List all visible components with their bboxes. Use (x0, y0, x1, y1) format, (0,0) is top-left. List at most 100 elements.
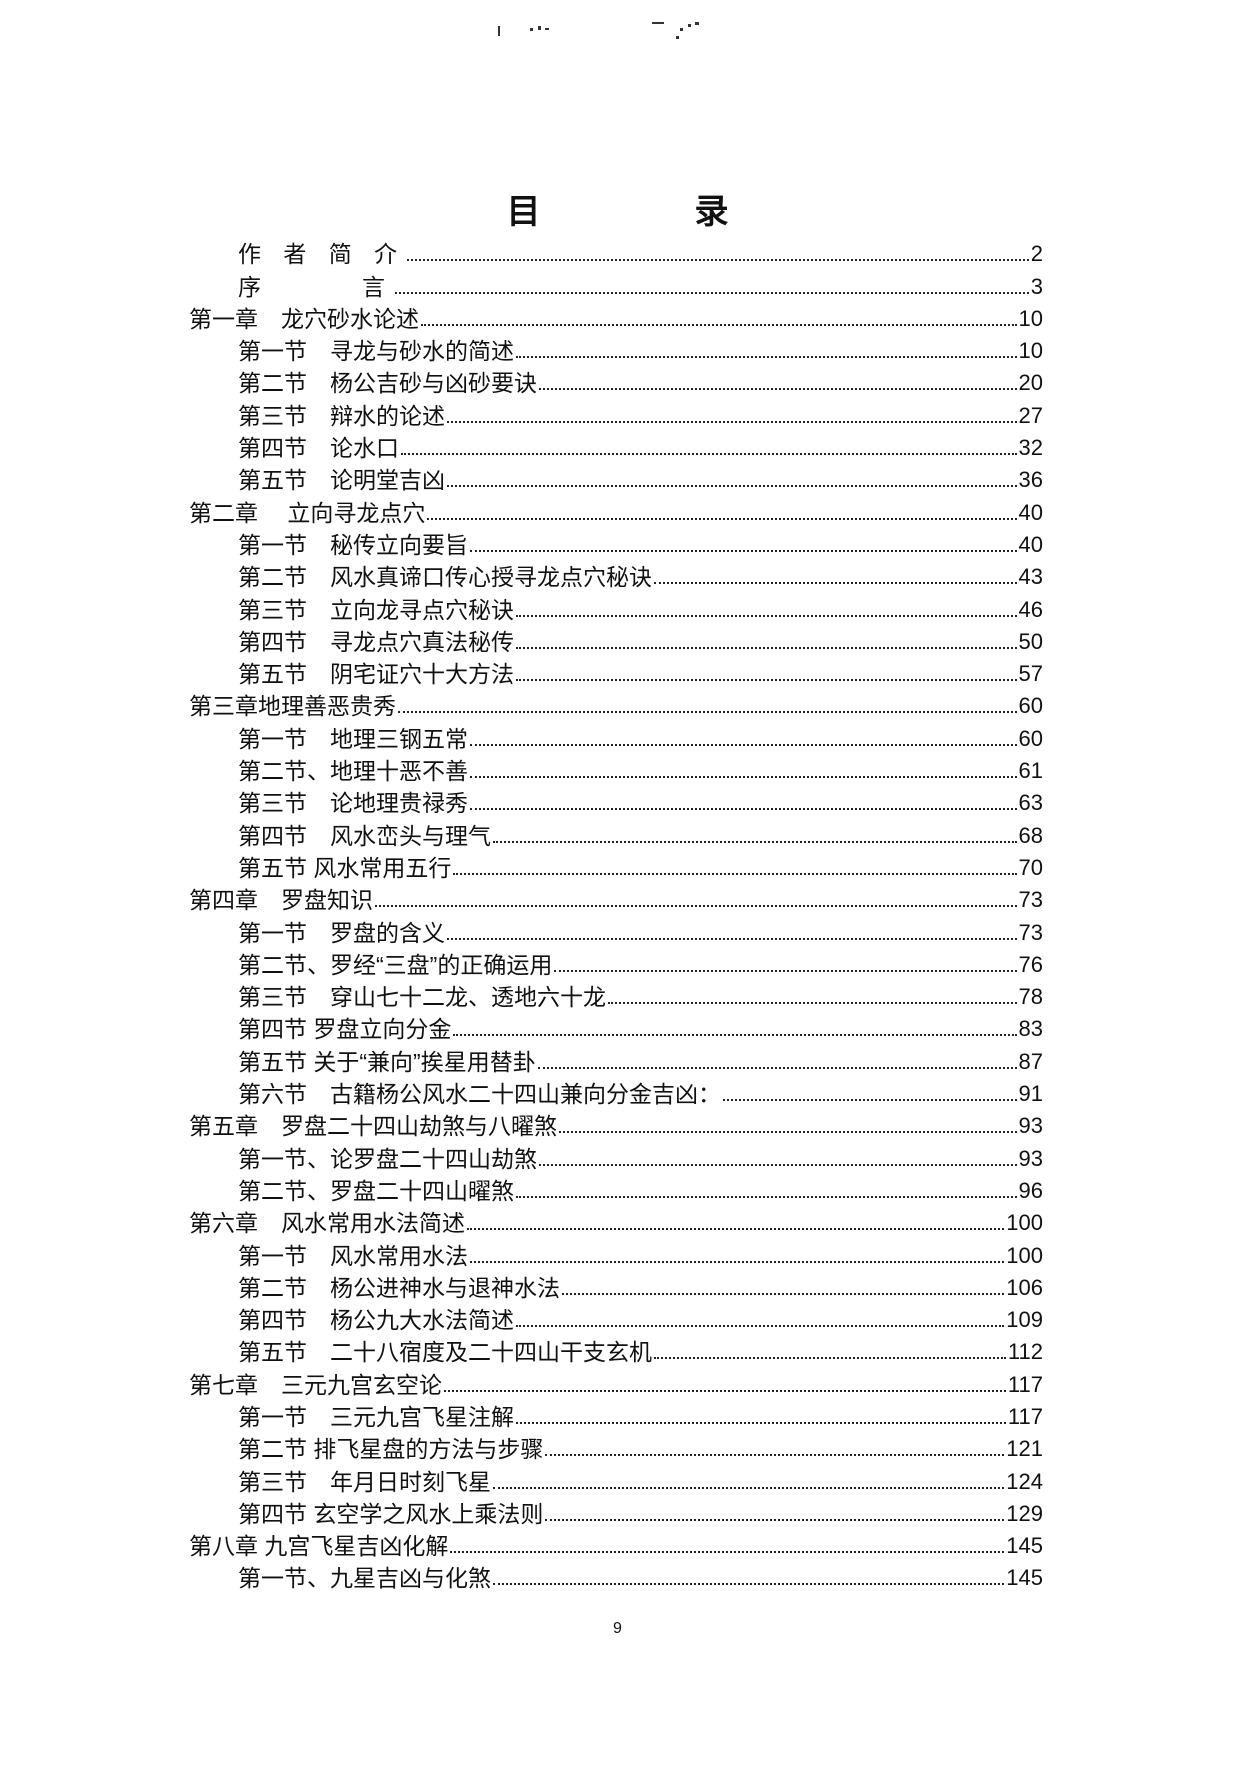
toc-section-entry: 第二节、地理十恶不善 61 (189, 755, 1043, 787)
toc-entry-page: 121 (1006, 1436, 1043, 1462)
toc-entry-page: 50 (1018, 628, 1043, 654)
toc-entry-label: 第三节 立向龙寻点穴秘诀 (238, 596, 514, 623)
toc-entry-label: 第五节 论明堂吉凶 (238, 467, 445, 494)
toc-entry-page: 91 (1018, 1081, 1043, 1107)
toc-entry-label: 第一节 三元九宫飞星注解 (238, 1403, 514, 1430)
toc-section-entry: 第二节、罗盘二十四山曜煞 96 (189, 1175, 1043, 1207)
table-of-contents: 作 者 简 介 2 序 言 3 第一章 龙穴砂水论述 10 第一节 寻龙与砂水的简述 10 第二… (189, 238, 1043, 1594)
toc-entry-label: 第一节 风水常用水法 (238, 1242, 468, 1269)
dot-leader (450, 1551, 1005, 1554)
toc-chapter-entry: 第四章 罗盘知识 73 (189, 884, 1043, 916)
toc-entry-label: 第三章地理善恶贵秀 (189, 693, 396, 720)
dot-leader (537, 1066, 1017, 1069)
toc-entry-label: 第二节、罗盘二十四山曜煞 (238, 1177, 514, 1204)
toc-entry-label: 第一节、九星吉凶与化煞 (238, 1565, 491, 1592)
toc-section-entry: 第一节 风水常用水法 100 (189, 1239, 1043, 1271)
toc-entry-label: 第一章 龙穴砂水论述 (189, 305, 419, 332)
toc-entry-label: 第四节 风水峦头与理气 (238, 822, 491, 849)
toc-entry-page: 100 (1006, 1210, 1043, 1236)
toc-entry-label: 第二节 杨公吉砂与凶砂要诀 (238, 370, 537, 397)
toc-entry-page: 43 (1018, 564, 1043, 590)
toc-section-entry: 第三节 立向龙寻点穴秘诀 46 (189, 593, 1043, 625)
dot-leader (398, 711, 1017, 714)
toc-entry-label: 第五章 罗盘二十四山劫煞与八曜煞 (189, 1113, 557, 1140)
toc-section-entry: 第四节 寻龙点穴真法秘传 50 (189, 626, 1043, 658)
dot-leader (545, 1454, 1005, 1457)
toc-entry-page: 61 (1018, 758, 1043, 784)
toc-section-entry: 第四节 玄空学之风水上乘法则 129 (189, 1498, 1043, 1530)
dot-leader (654, 1357, 1006, 1360)
toc-chapter-entry: 第五章 罗盘二十四山劫煞与八曜煞 93 (189, 1110, 1043, 1142)
toc-entry-label: 第四节 玄空学之风水上乘法则 (238, 1500, 544, 1527)
toc-entry-page: 2 (1030, 241, 1043, 267)
toc-entry-label: 第二节 风水真谛口传心授寻龙点穴秘诀 (238, 564, 652, 591)
toc-section-entry: 第三节 穿山七十二龙、透地六十龙 78 (189, 981, 1043, 1013)
toc-entry-label: 第二节 排飞星盘的方法与步骤 (238, 1436, 544, 1463)
toc-entry-page: 100 (1006, 1242, 1043, 1268)
dot-leader (516, 614, 1017, 617)
toc-entry-page: 3 (1030, 273, 1043, 299)
toc-entry-label: 第五节 关于“兼向”挨星用替卦 (238, 1048, 536, 1075)
dot-leader (470, 743, 1017, 746)
toc-section-entry: 第五节 关于“兼向”挨星用替卦 87 (189, 1045, 1043, 1077)
toc-entry-page: 76 (1018, 951, 1043, 977)
toc-entry-page: 96 (1018, 1177, 1043, 1203)
toc-entry-label: 第五节 阴宅证穴十大方法 (238, 661, 514, 688)
toc-section-entry: 第三节 论地理贵禄秀 63 (189, 787, 1043, 819)
dot-leader (447, 420, 1017, 423)
dot-leader (421, 323, 1017, 326)
toc-entry-page: 124 (1006, 1468, 1043, 1494)
toc-section-entry: 第二节 风水真谛口传心授寻龙点穴秘诀 43 (189, 561, 1043, 593)
dot-leader (467, 1228, 1005, 1231)
toc-entry-page: 60 (1018, 693, 1043, 719)
toc-section-entry: 第四节 论水口 32 (189, 432, 1043, 464)
toc-entry-page: 73 (1018, 887, 1043, 913)
toc-entry-label: 第八章 九宫飞星吉凶化解 (189, 1533, 449, 1560)
toc-entry-label: 第四节 寻龙点穴真法秘传 (238, 628, 514, 655)
toc-entry-page: 78 (1018, 984, 1043, 1010)
toc-section-entry: 第五节 阴宅证穴十大方法 57 (189, 658, 1043, 690)
dot-leader (407, 259, 1029, 262)
dot-leader (453, 872, 1017, 875)
dot-leader (516, 679, 1017, 682)
toc-entry-page: 117 (1007, 1371, 1043, 1397)
toc-section-entry: 第一节 三元九宫飞星注解 117 (189, 1401, 1043, 1433)
toc-entry-label: 第一节 地理三钢五常 (238, 725, 468, 752)
scan-specks (498, 22, 699, 39)
dot-leader (427, 517, 1017, 520)
dot-leader (539, 388, 1017, 391)
toc-chapter-entry: 第一章 龙穴砂水论述 10 (189, 303, 1043, 335)
dot-leader (559, 1131, 1017, 1134)
toc-section-entry: 第一节 秘传立向要旨 40 (189, 529, 1043, 561)
dot-leader (539, 1163, 1017, 1166)
toc-entry-page: 60 (1018, 725, 1043, 751)
dot-leader (444, 1389, 1006, 1392)
dot-leader (395, 291, 1029, 294)
toc-entry-label: 第四节 杨公九大水法简述 (238, 1307, 514, 1334)
toc-entry-page: 10 (1018, 305, 1043, 331)
dot-leader (493, 1486, 1005, 1489)
dot-leader (516, 1325, 1005, 1328)
toc-entry-page: 20 (1018, 370, 1043, 396)
toc-entry-label: 第二章 立向寻龙点穴 (189, 499, 426, 526)
toc-entry-label: 第二节、地理十恶不善 (238, 758, 468, 785)
toc-entry-page: 73 (1018, 919, 1043, 945)
toc-entry-page: 32 (1018, 435, 1043, 461)
toc-entry-label: 第五节 风水常用五行 (238, 854, 452, 881)
page-title: 目 录 (506, 193, 789, 231)
toc-entry-label: 第五节 二十八宿度及二十四山干支玄机 (238, 1339, 652, 1366)
toc-entry-page: 112 (1007, 1339, 1043, 1365)
page-number: 9 (613, 1620, 622, 1637)
toc-entry-label: 第一节 秘传立向要旨 (238, 531, 468, 558)
toc-entry-label: 第七章 三元九宫玄空论 (189, 1371, 442, 1398)
dot-leader (493, 1583, 1005, 1586)
dot-leader (493, 840, 1017, 843)
toc-entry-page: 109 (1006, 1307, 1043, 1333)
toc-chapter-entry: 第八章 九宫飞星吉凶化解 145 (189, 1530, 1043, 1562)
toc-section-entry: 第一节 寻龙与砂水的简述 10 (189, 335, 1043, 367)
dot-leader (562, 1292, 1005, 1295)
toc-section-entry: 第三节 年月日时刻飞星 124 (189, 1465, 1043, 1497)
toc-entry-page: 87 (1018, 1048, 1043, 1074)
toc-front-entry: 作 者 简 介 2 (189, 238, 1043, 270)
toc-section-entry: 第四节 风水峦头与理气 68 (189, 819, 1043, 851)
